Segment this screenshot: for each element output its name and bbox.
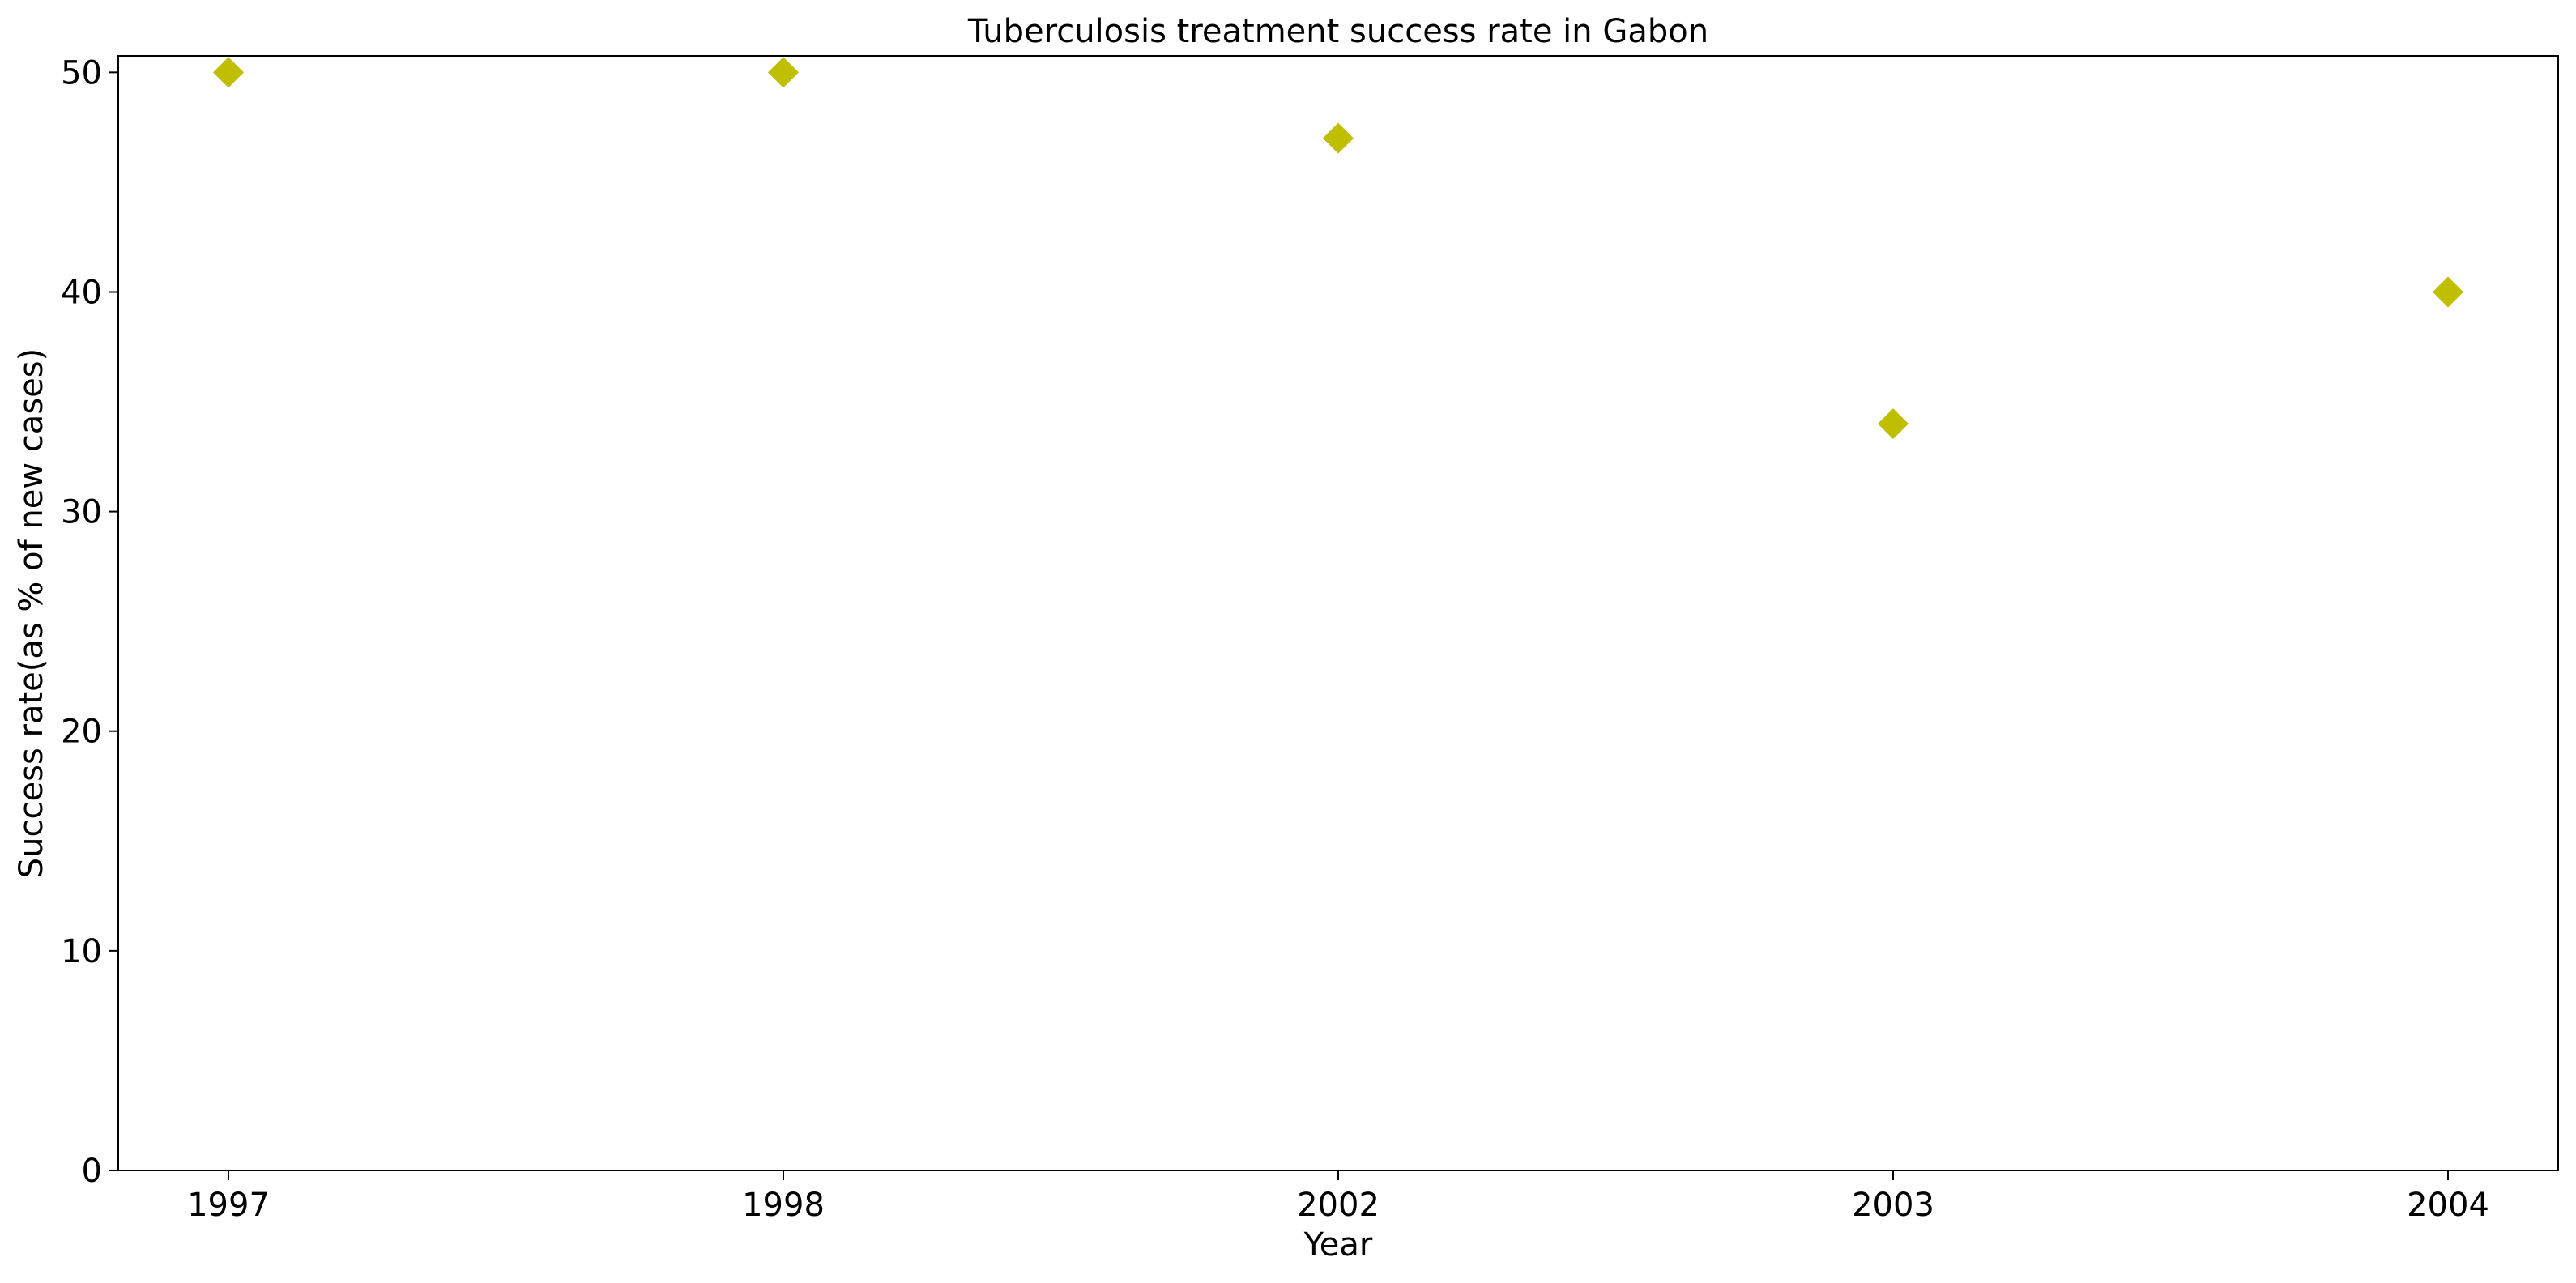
ticks-layer: 0 10 20 30 40 50 1997 1998 2002 2003 2004 [61,54,2489,1224]
y-tick-label: 20 [61,714,102,751]
y-axis-label: Success rate(as % of new cases) [13,348,50,878]
x-tick-label: 1998 [742,1187,825,1224]
x-tick-label: 2002 [1297,1187,1380,1224]
data-point [2433,276,2463,308]
y-tick-label: 30 [61,494,102,531]
data-point [1323,122,1354,154]
chart-title: Tuberculosis treatment success rate in G… [967,13,1708,50]
y-tick-label: 10 [61,933,102,970]
data-point [1878,408,1909,440]
y-tick-label: 0 [82,1153,102,1190]
x-tick-label: 1997 [187,1187,270,1224]
x-tick-label: 2004 [2407,1187,2489,1224]
x-axis-label: Year [1303,1226,1373,1264]
y-tick-label: 40 [61,274,102,311]
x-tick-label: 2003 [1852,1187,1934,1224]
data-point [768,57,799,88]
points-layer [213,57,2463,440]
y-tick-label: 50 [61,54,102,92]
plot-frame [117,55,2559,1171]
data-point [213,57,244,88]
